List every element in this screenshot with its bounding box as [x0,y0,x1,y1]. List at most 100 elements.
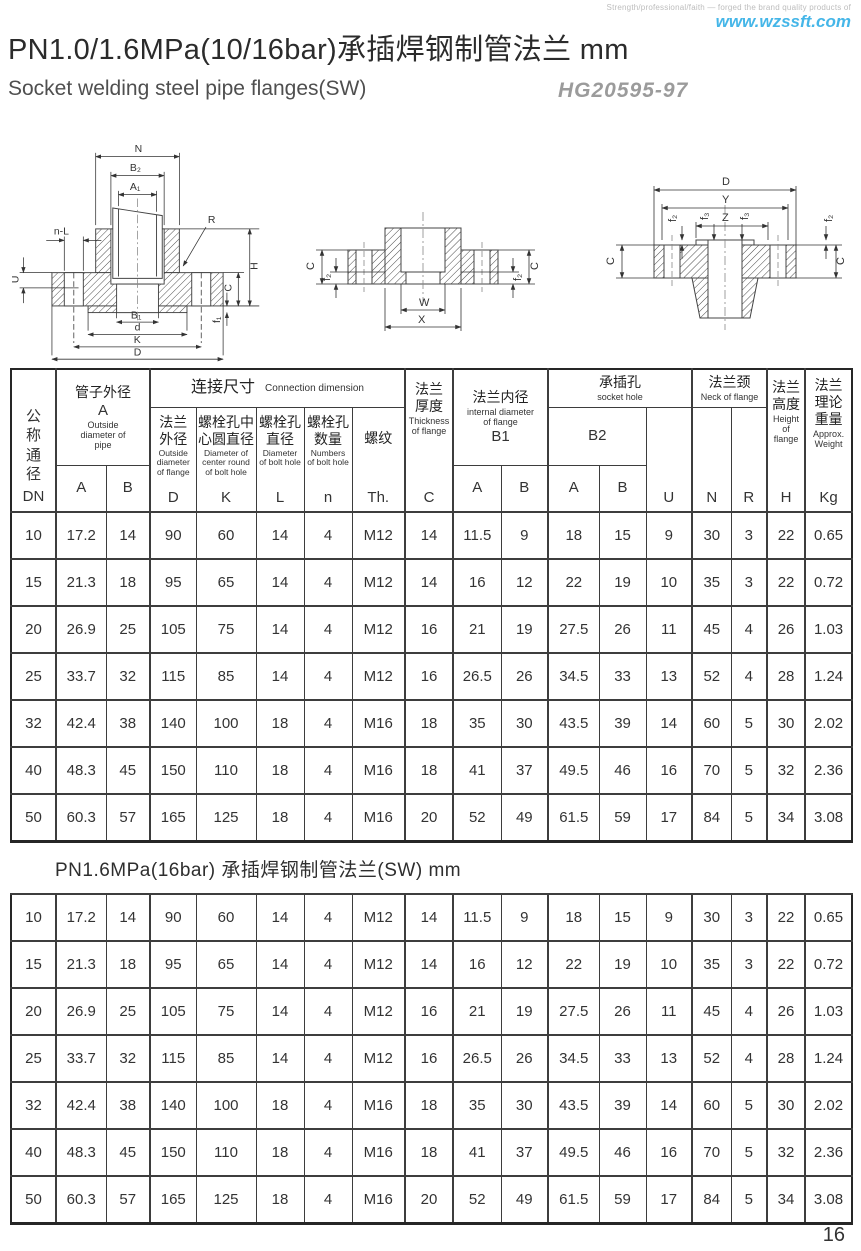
table-row: 25 33.7 32 115 85 14 4 M12 16 26.5 26 34.5 33 13 52 4 28… [10,652,853,701]
value-cell: 45 [691,987,732,1036]
value-cell: 65 [195,940,257,989]
value-cell: 14 [255,940,305,989]
value-cell: 65 [195,558,257,607]
value-cell: 85 [195,1034,257,1083]
dim-label-c-left: C [305,262,317,270]
value-cell: 4 [730,987,768,1036]
value-cell: 90 [149,893,197,942]
value-cell: 27.5 [547,987,600,1036]
value-cell: 52 [691,1034,732,1083]
value-cell: 60 [691,1081,732,1130]
col-header-b2-a: A [547,464,600,513]
value-cell: 11 [645,605,694,654]
internal-diameter-symbol: B1 [491,428,510,446]
value-cell: M12 [351,558,407,607]
value-cell: 4 [303,940,353,989]
value-cell: 48.3 [55,1128,107,1177]
value-cell: 3.08 [804,1175,853,1225]
value-cell: 12 [500,940,549,989]
website-link[interactable]: www.wzssft.com [715,12,851,31]
value-cell: 18 [105,558,151,607]
value-cell: 100 [195,699,257,748]
col-header-pipe-a: A [55,464,107,513]
value-cell: 0.72 [804,940,853,989]
weight-en: Approx. Weight [813,428,845,449]
col-header-socket-hole: 承插孔 socket hole [547,368,694,408]
thickness-cn: 法兰厚度 [415,380,444,414]
dn-cell: 15 [10,940,57,989]
table-row: 40 48.3 45 150 110 18 4 M16 18 41 37 49.5 46 16 70 5 32 2… [10,1128,853,1177]
value-cell: 39 [598,699,647,748]
value-cell: 18 [255,1175,305,1225]
dn-cell: 40 [10,746,57,795]
value-cell: 41 [452,1128,502,1177]
dim-label-f2-right: f₂ [512,274,524,281]
value-cell: 14 [255,987,305,1036]
value-cell: 70 [691,746,732,795]
dn-cell: 50 [10,793,57,843]
value-cell: 22 [766,893,806,942]
value-cell: 14 [404,940,454,989]
value-cell: 15 [598,511,647,560]
socket-hole-en: socket hole [597,392,643,403]
value-cell: 43.5 [547,1081,600,1130]
value-cell: 34 [766,1175,806,1225]
technical-drawings: N B₂ A₁ n-L R U H C f₁ B₁ d K D [0,128,861,368]
value-cell: M16 [351,793,407,843]
table-row: 15 21.3 18 95 65 14 4 M12 14 16 12 22 19 10 35 3 22 0.72 [10,940,853,989]
value-cell: 110 [195,1128,257,1177]
weight-cn: 法兰理论重量 [814,376,843,427]
value-cell: 13 [645,652,694,701]
value-cell: 14 [255,652,305,701]
value-cell: 18 [404,699,455,748]
connection-cn: 连接尺寸 [191,379,256,397]
dim-label-b2: B₂ [130,163,141,174]
value-cell: 165 [149,1175,197,1225]
dn-cell: 10 [10,511,57,560]
pipe-od-en: Outside diameter of pipe [80,420,126,451]
value-cell: 16 [404,652,455,701]
value-cell: 125 [195,1175,257,1225]
value-cell: M16 [351,1175,406,1225]
value-cell: 3 [730,940,768,989]
value-cell: 18 [255,1081,305,1130]
internal-diameter-en: internal diameter of flange [467,407,535,428]
dn-cell: 40 [10,1128,57,1177]
value-cell: M12 [351,1034,406,1083]
value-cell: 18 [255,793,305,843]
col-header-b2-b: B [598,464,647,513]
col-header-bolt-circle: 螺栓孔中心圆直径 Diameter of center round of bol… [195,406,257,513]
dim-label-c-right: C [529,262,541,270]
thickness-letter: C [423,488,435,506]
value-cell: 4 [303,1128,353,1177]
value-cell: 25 [105,987,151,1036]
value-cell: 150 [149,1128,197,1177]
value-cell: 26.5 [452,652,502,701]
flange-od-letter: D [167,488,179,506]
value-cell: 18 [255,699,305,748]
dim-label-r: R [208,215,216,226]
value-cell: 2.36 [804,746,853,795]
bolt-circle-en: Diameter of center round of bolt hole [202,447,250,477]
value-cell: 9 [645,893,693,942]
value-cell: 18 [404,1128,454,1177]
col-header-bolt-hole-diameter: 螺栓孔直径 Diameter of bolt hole L [255,406,305,513]
value-cell: 26.9 [55,605,107,654]
dn-cell: 32 [10,699,57,748]
bolt-hole-dia-letter: L [275,488,285,506]
dim-label-f2-right: f₂ [823,215,835,222]
value-cell: 11.5 [452,511,502,560]
dim-label-d: D [722,176,730,188]
value-cell: 4 [303,558,353,607]
value-cell: 52 [691,652,732,701]
col-header-r: R [730,406,769,513]
value-cell: 2.02 [804,699,853,748]
value-cell: 75 [195,987,257,1036]
value-cell: 84 [691,793,732,843]
value-cell: 18 [255,746,305,795]
value-cell: 110 [195,746,257,795]
dim-label-c: C [224,284,235,292]
value-cell: 140 [149,699,197,748]
value-cell: 0.65 [804,893,853,942]
